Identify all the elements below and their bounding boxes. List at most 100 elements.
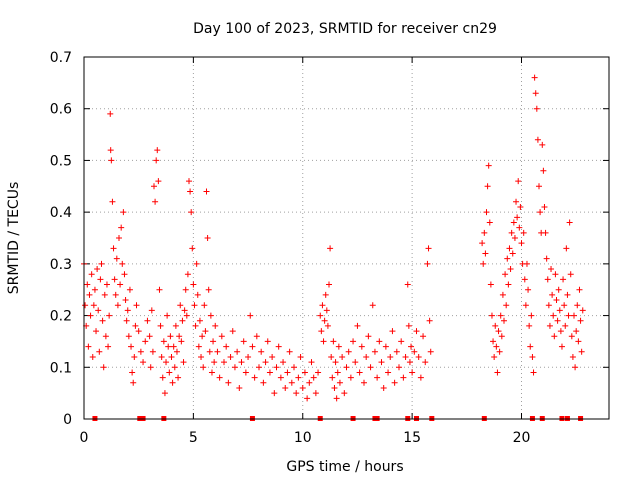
- data-point: [334, 369, 341, 376]
- data-point: [171, 364, 178, 371]
- data-point: [482, 250, 489, 257]
- data-point: [345, 348, 352, 355]
- data-point: [556, 307, 563, 314]
- data-point: [321, 317, 328, 324]
- data-point: [106, 312, 113, 319]
- data-point: [406, 359, 413, 366]
- data-point: [161, 390, 168, 397]
- data-point: [137, 348, 144, 355]
- data-point: [295, 374, 302, 381]
- data-point: [572, 364, 579, 371]
- data-point: [260, 379, 267, 386]
- data-point: [319, 302, 326, 309]
- data-point: [94, 266, 101, 273]
- data-point: [481, 229, 488, 236]
- data-point: [341, 390, 348, 397]
- data-point: [405, 322, 412, 329]
- data-point: [88, 271, 95, 278]
- data-point: [326, 281, 332, 288]
- data-point: [98, 260, 105, 267]
- data-point: [361, 379, 367, 386]
- y-tick-label: 0.3: [50, 257, 72, 273]
- data-point: [332, 359, 339, 366]
- data-point: [193, 260, 200, 267]
- data-point: [184, 271, 191, 278]
- data-point: [204, 235, 211, 241]
- data-point: [320, 338, 327, 345]
- data-point: [200, 364, 207, 371]
- data-point: [387, 353, 394, 360]
- data-point: [116, 235, 122, 241]
- data-point: [479, 240, 486, 247]
- data-point: [365, 333, 372, 340]
- data-point: [280, 359, 287, 366]
- data-point: [247, 312, 254, 319]
- data-point: [168, 353, 175, 360]
- data-point: [484, 183, 491, 190]
- data-point: [306, 379, 313, 386]
- data-point: [147, 364, 154, 371]
- data-point: [207, 312, 214, 319]
- data-point: [424, 260, 431, 267]
- data-point: [544, 276, 551, 283]
- data-point: [312, 390, 319, 397]
- data-point: [525, 286, 532, 293]
- chart-title: Day 100 of 2023, SRMTID for receiver cn2…: [193, 21, 497, 37]
- data-point: [91, 286, 98, 293]
- x-tick-label: 10: [294, 430, 312, 446]
- data-point: [555, 286, 562, 293]
- data-point: [329, 374, 336, 381]
- y-tick-label: 0.2: [50, 309, 72, 325]
- data-point: [343, 364, 350, 371]
- data-point: [543, 255, 550, 262]
- data-point: [540, 167, 547, 174]
- data-point: [196, 317, 203, 324]
- data-point: [100, 364, 107, 371]
- data-point: [105, 343, 112, 350]
- data-point: [188, 209, 195, 216]
- data-point: [172, 322, 179, 329]
- data-point: [310, 374, 317, 381]
- data-point: [521, 276, 528, 283]
- data-point: [160, 338, 167, 345]
- data-points: [81, 74, 586, 421]
- data-point: [122, 297, 129, 304]
- x-tick-label: 15: [403, 430, 421, 446]
- data-point: [291, 364, 297, 371]
- data-point: [111, 276, 118, 283]
- data-point: [173, 348, 180, 355]
- data-point: [569, 353, 576, 360]
- data-point: [236, 384, 243, 391]
- data-point: [195, 343, 202, 350]
- data-point: [553, 297, 560, 304]
- data-point: [422, 359, 429, 366]
- data-point: [124, 307, 131, 314]
- data-point: [129, 369, 136, 376]
- data-point: [511, 235, 518, 241]
- data-point: [103, 281, 110, 288]
- axis-ticks: 0 5 10 15 20 0 0.1 0.2 0.3 0.4 0.5 0.6 0.7: [50, 50, 609, 446]
- data-point: [330, 338, 337, 345]
- data-point: [297, 353, 304, 360]
- data-point: [102, 333, 109, 340]
- data-point: [87, 312, 94, 319]
- data-point: [264, 338, 271, 345]
- data-point: [546, 322, 553, 329]
- data-point: [571, 312, 577, 319]
- data-point: [223, 343, 230, 350]
- data-point: [256, 364, 262, 371]
- data-point: [496, 348, 503, 355]
- data-point: [112, 291, 119, 298]
- data-point: [541, 203, 548, 210]
- data-point: [199, 333, 206, 340]
- data-point: [131, 353, 138, 360]
- data-point: [85, 343, 92, 350]
- data-point: [212, 322, 219, 329]
- data-point: [118, 224, 125, 231]
- data-point: [350, 338, 357, 345]
- data-point: [187, 188, 194, 195]
- data-point: [249, 343, 256, 350]
- data-point: [149, 348, 156, 355]
- data-point: [389, 328, 396, 335]
- data-point: [510, 219, 517, 226]
